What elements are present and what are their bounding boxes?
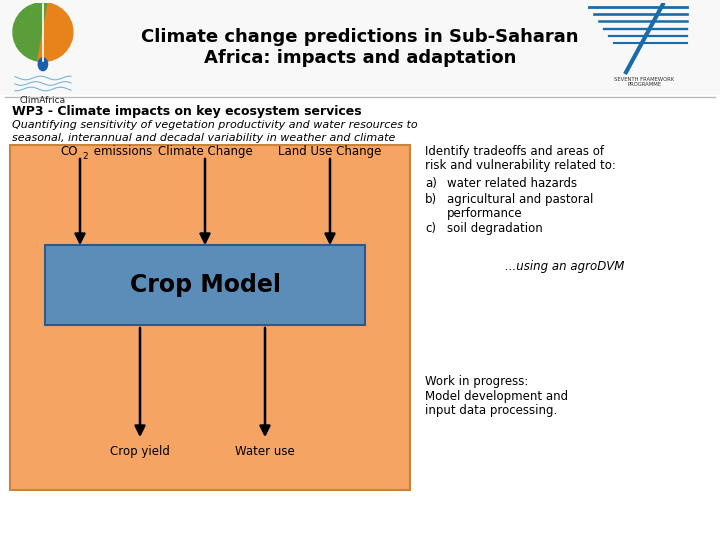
Text: Crop Model: Crop Model [130,273,281,297]
Text: Identify tradeoffs and areas of: Identify tradeoffs and areas of [425,145,604,158]
Bar [45,245,365,325]
Text: Land Use Change: Land Use Change [279,145,382,158]
Text: 2: 2 [82,152,88,161]
Text: Climate change predictions in Sub-Saharan: Climate change predictions in Sub-Sahara… [141,28,579,46]
Text: b): b) [425,193,437,206]
Bar [0,0,720,95]
Text: soil degradation: soil degradation [447,222,543,235]
Text: risk and vulnerability related to:: risk and vulnerability related to: [425,159,616,172]
Text: Water use: Water use [235,445,295,458]
Text: performance: performance [447,207,523,220]
Text: Crop yield: Crop yield [110,445,170,458]
Text: agricultural and pastoral: agricultural and pastoral [447,193,593,206]
Text: input data processing.: input data processing. [425,404,557,417]
Text: Quantifying sensitivity of vegetation productivity and water resources to: Quantifying sensitivity of vegetation pr… [12,120,418,130]
Text: Climate Change: Climate Change [158,145,253,158]
Wedge shape [37,3,73,62]
Text: water related hazards: water related hazards [447,177,577,190]
Text: Africa: impacts and adaptation: Africa: impacts and adaptation [204,49,516,67]
Text: SEVENTH FRAMEWORK
PROGRAMME: SEVENTH FRAMEWORK PROGRAMME [614,77,675,87]
Text: ClimAfrica: ClimAfrica [20,96,66,105]
Text: a): a) [425,177,437,190]
Text: emissions: emissions [90,145,152,158]
Text: CO: CO [60,145,78,158]
Text: Model development and: Model development and [425,390,568,403]
Text: ...using an agroDVM: ...using an agroDVM [505,260,624,273]
Text: WP3 - Climate impacts on key ecosystem services: WP3 - Climate impacts on key ecosystem s… [12,105,361,118]
Ellipse shape [38,58,48,71]
Wedge shape [13,3,48,61]
Bar [10,145,410,490]
Text: c): c) [425,222,436,235]
Text: Work in progress:: Work in progress: [425,375,528,388]
Text: seasonal, interannual and decadal variability in weather and climate: seasonal, interannual and decadal variab… [12,133,395,143]
